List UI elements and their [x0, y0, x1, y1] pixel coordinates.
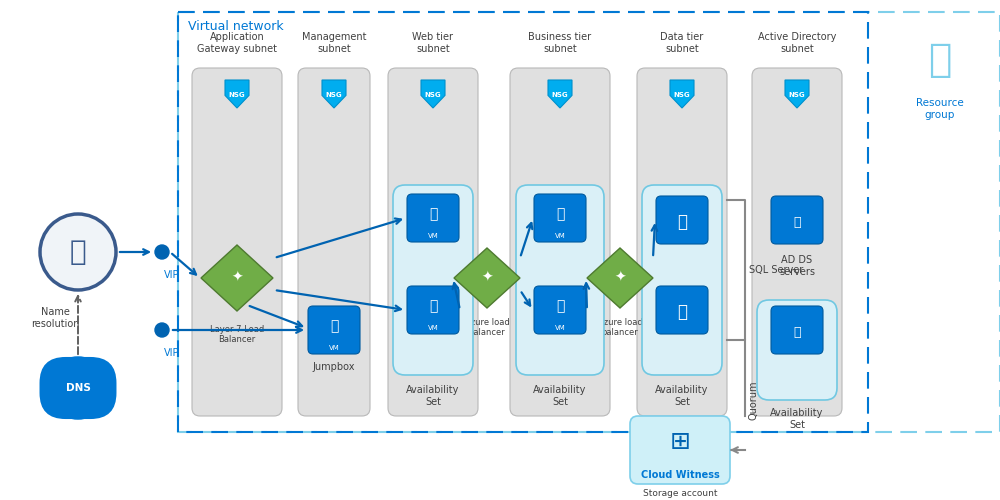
Text: 🖥: 🖥: [330, 319, 338, 333]
FancyBboxPatch shape: [192, 68, 282, 416]
FancyBboxPatch shape: [298, 68, 370, 416]
Text: Availability
Set: Availability Set: [406, 385, 460, 406]
Text: NSG: NSG: [326, 92, 342, 98]
Text: 🖥: 🖥: [556, 207, 564, 221]
Polygon shape: [454, 248, 520, 308]
Text: VM: VM: [555, 325, 565, 331]
Text: AD DS
servers: AD DS servers: [779, 255, 815, 276]
FancyBboxPatch shape: [642, 185, 722, 375]
FancyBboxPatch shape: [630, 416, 730, 484]
Text: Storage account: Storage account: [643, 489, 717, 498]
Text: Availability
Set: Availability Set: [770, 408, 824, 430]
FancyBboxPatch shape: [308, 306, 360, 354]
Text: 🔬: 🔬: [793, 216, 801, 228]
Text: NSG: NSG: [425, 92, 441, 98]
Text: Active Directory
subnet: Active Directory subnet: [758, 32, 836, 54]
Bar: [178, 12, 1000, 432]
Polygon shape: [225, 80, 249, 108]
Text: NSG: NSG: [552, 92, 568, 98]
FancyBboxPatch shape: [771, 306, 823, 354]
Text: VM: VM: [329, 345, 339, 351]
Text: ✦: ✦: [614, 271, 626, 285]
Text: Name
resolution: Name resolution: [31, 307, 79, 329]
Text: SQL Server: SQL Server: [749, 265, 803, 275]
Text: Quorum: Quorum: [749, 380, 759, 420]
Text: NSG: NSG: [789, 92, 805, 98]
FancyBboxPatch shape: [534, 286, 586, 334]
FancyBboxPatch shape: [534, 194, 586, 242]
Polygon shape: [421, 80, 445, 108]
Bar: [178, 12, 868, 432]
Text: ✦: ✦: [231, 271, 243, 285]
Text: Availability
Set: Availability Set: [533, 385, 587, 406]
Circle shape: [155, 245, 169, 259]
Text: Azure load
balancer: Azure load balancer: [598, 318, 642, 338]
Text: VM: VM: [428, 233, 438, 239]
Text: Web tier
subnet: Web tier subnet: [413, 32, 454, 54]
Text: Business tier
subnet: Business tier subnet: [528, 32, 592, 54]
FancyBboxPatch shape: [752, 68, 842, 416]
FancyBboxPatch shape: [637, 68, 727, 416]
Text: DNS: DNS: [66, 383, 90, 393]
Polygon shape: [785, 80, 809, 108]
FancyBboxPatch shape: [516, 185, 604, 375]
Text: 🗄: 🗄: [677, 213, 687, 231]
Text: 🖥: 🖥: [556, 299, 564, 313]
Text: 🔬: 🔬: [793, 326, 801, 338]
Polygon shape: [322, 80, 346, 108]
Text: VM: VM: [555, 233, 565, 239]
FancyBboxPatch shape: [771, 196, 823, 244]
Text: VIP: VIP: [164, 348, 180, 358]
Text: Resource
group: Resource group: [916, 98, 964, 120]
Polygon shape: [548, 80, 572, 108]
Circle shape: [155, 323, 169, 337]
Text: Application
Gateway subnet: Application Gateway subnet: [197, 32, 277, 54]
Text: 🗂: 🗂: [928, 41, 952, 79]
Text: VIP: VIP: [164, 270, 180, 280]
Text: VM: VM: [428, 325, 438, 331]
Text: 🖥: 🖥: [429, 207, 437, 221]
Polygon shape: [670, 80, 694, 108]
Polygon shape: [587, 248, 653, 308]
Text: Layer 7 Load
Balancer: Layer 7 Load Balancer: [210, 325, 264, 344]
Text: Jumpbox: Jumpbox: [313, 362, 355, 372]
Text: ✦: ✦: [481, 271, 493, 285]
Text: Availability
Set: Availability Set: [655, 385, 709, 406]
FancyBboxPatch shape: [407, 194, 459, 242]
Text: 🌐: 🌐: [70, 238, 86, 266]
FancyBboxPatch shape: [757, 300, 837, 400]
FancyBboxPatch shape: [656, 286, 708, 334]
Text: NSG: NSG: [229, 92, 245, 98]
Circle shape: [40, 214, 116, 290]
FancyBboxPatch shape: [510, 68, 610, 416]
Text: Management
subnet: Management subnet: [302, 32, 366, 54]
Text: Azure load
balancer: Azure load balancer: [465, 318, 509, 338]
Circle shape: [48, 358, 108, 418]
Text: ⊞: ⊞: [670, 430, 690, 454]
Text: 🗄: 🗄: [677, 303, 687, 321]
FancyBboxPatch shape: [407, 286, 459, 334]
Text: Virtual network: Virtual network: [188, 20, 284, 33]
FancyBboxPatch shape: [393, 185, 473, 375]
Text: Data tier
subnet: Data tier subnet: [660, 32, 704, 54]
Text: NSG: NSG: [674, 92, 690, 98]
Text: 🖥: 🖥: [429, 299, 437, 313]
FancyBboxPatch shape: [388, 68, 478, 416]
Text: Cloud Witness: Cloud Witness: [641, 470, 719, 480]
FancyBboxPatch shape: [656, 196, 708, 244]
Polygon shape: [201, 245, 273, 311]
